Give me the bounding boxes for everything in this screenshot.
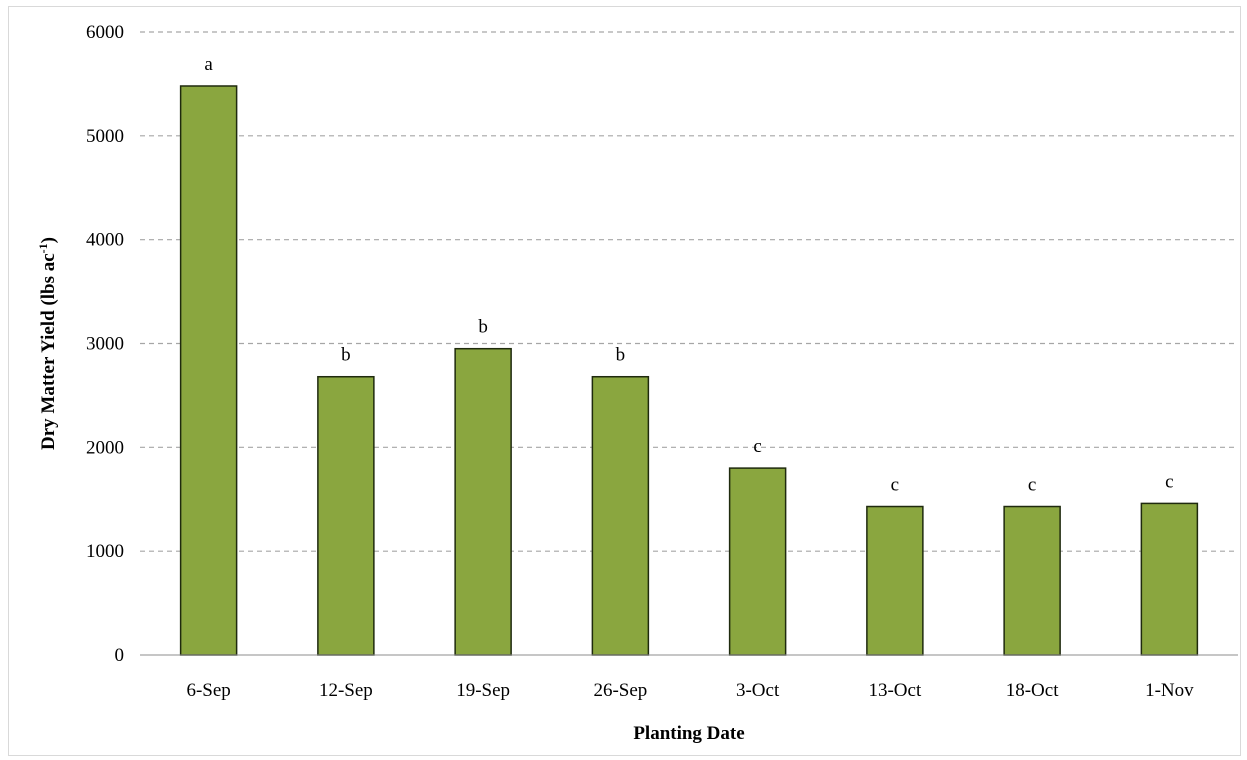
y-tick-label: 3000: [86, 334, 124, 355]
x-axis-title: Planting Date: [633, 723, 744, 744]
x-tick-label: 18-Oct: [1006, 680, 1059, 701]
bar: [591, 375, 650, 656]
y-tick-label: 0: [115, 645, 125, 666]
y-axis-title-main: Dry Matter Yield (lbs ac: [38, 253, 59, 450]
significance-letter: a: [204, 54, 213, 75]
y-tick-labels: 0 1000 2000 3000 4000 5000 6000: [86, 22, 124, 666]
bar: [866, 505, 924, 656]
bar: [179, 85, 238, 656]
significance-letter: b: [616, 345, 626, 366]
y-tick-label: 2000: [86, 437, 124, 458]
bar: [454, 347, 512, 656]
y-axis-title: Dry Matter Yield (lbs ac-1): [36, 237, 59, 450]
bar: [1140, 502, 1199, 656]
bar: [1003, 505, 1061, 656]
significance-letter: b: [341, 345, 351, 366]
y-tick-label: 4000: [86, 230, 124, 251]
x-tick-label: 3-Oct: [736, 680, 780, 701]
significance-letter: b: [478, 317, 488, 338]
significance-letter: c: [753, 436, 761, 457]
significance-letter: c: [891, 475, 899, 496]
y-tick-label: 6000: [86, 22, 124, 43]
x-tick-label: 26-Sep: [593, 680, 647, 701]
gridlines: [140, 31, 1238, 552]
bar: [317, 375, 375, 656]
y-axis-title-superscript: -1: [36, 243, 50, 253]
x-tick-label: 19-Sep: [456, 680, 510, 701]
x-tick-label: 1-Nov: [1145, 680, 1194, 701]
x-tick-label: 12-Sep: [319, 680, 373, 701]
x-tick-label: 13-Oct: [868, 680, 921, 701]
y-tick-label: 5000: [86, 126, 124, 147]
bars: [179, 85, 1199, 656]
y-axis-title-close: ): [38, 237, 59, 243]
x-tick-label: 6-Sep: [186, 680, 230, 701]
y-tick-label: 1000: [86, 541, 124, 562]
x-tick-labels: 6-Sep 12-Sep 19-Sep 26-Sep 3-Oct 13-Oct 18-Oct…: [186, 680, 1194, 701]
significance-letter: c: [1165, 471, 1173, 492]
significance-letter: c: [1028, 475, 1036, 496]
significance-letters: a b b b c c c c: [204, 54, 1173, 496]
bar: [728, 467, 787, 656]
